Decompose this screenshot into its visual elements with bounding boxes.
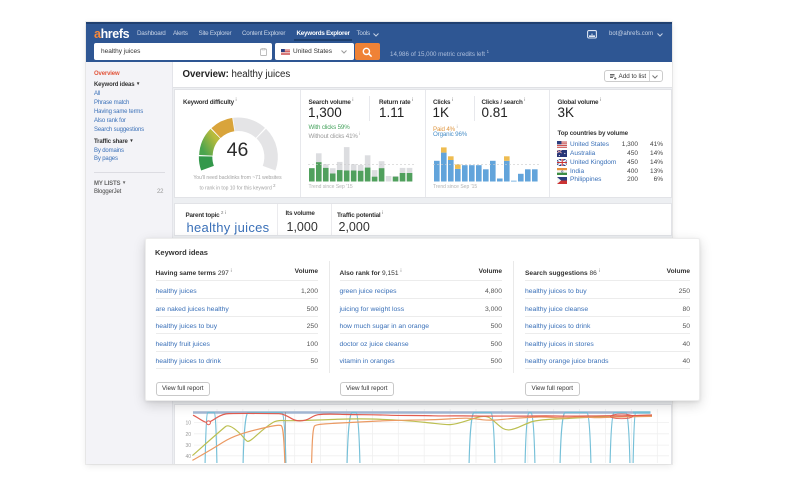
svg-text:10: 10 bbox=[185, 420, 191, 426]
svg-text:46: 46 bbox=[227, 139, 249, 161]
svg-text:20: 20 bbox=[185, 432, 191, 438]
svg-text:30: 30 bbox=[185, 443, 191, 449]
svg-text:40: 40 bbox=[185, 454, 191, 460]
